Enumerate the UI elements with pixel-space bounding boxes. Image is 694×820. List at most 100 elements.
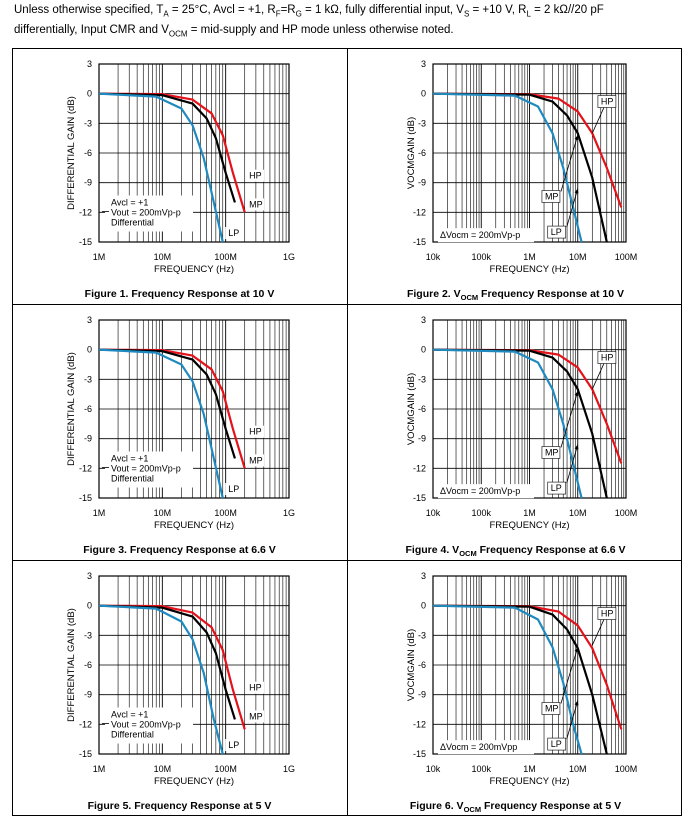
annotation-arrow: [560, 647, 579, 704]
table-divider-row-1: [12, 304, 682, 305]
annotation-bg: [246, 454, 265, 467]
series-line-mp: [98, 604, 236, 720]
annotation-label-mp: MP: [545, 191, 559, 201]
y-tick-label: -3: [418, 118, 426, 128]
legend-box: [105, 195, 193, 232]
series-line-lp: [98, 348, 224, 499]
annotation-bg: [246, 169, 265, 182]
y-axis-label: VOCMGAIN (dB): [406, 373, 417, 445]
y-tick-label: -6: [84, 404, 92, 414]
x-tick-label: 10k: [426, 764, 441, 774]
y-axis-label: VOCMGAIN (dB): [406, 629, 417, 701]
x-tick-label: 10k: [426, 508, 441, 518]
y-tick-label: -9: [418, 434, 426, 444]
y-tick-label: 3: [87, 315, 92, 325]
series-line-lp: [432, 92, 583, 243]
y-tick-label: 3: [87, 59, 92, 69]
annotation-bg: [547, 481, 567, 495]
legend-text: ΔVocm = 200mVpp: [440, 742, 517, 752]
y-tick-label: -9: [418, 178, 426, 188]
series-line-hp: [98, 604, 246, 730]
series-line-lp: [432, 604, 583, 755]
y-tick-label: -3: [84, 118, 92, 128]
legend-box: [438, 740, 534, 755]
y-tick-label: -12: [413, 207, 426, 217]
annotation-label-hp: HP: [249, 427, 262, 437]
x-tick-label: 100k: [471, 252, 491, 262]
y-tick-label: 3: [87, 571, 92, 581]
x-tick-label: 10M: [154, 252, 172, 262]
legend-box: [438, 484, 534, 499]
frequency-response-chart: 10k 100k 1M 10M 100M 3 0 -3 -6 -9 -12 -15 ΔVocm = 20…: [406, 571, 638, 787]
annotation-arrowhead: [574, 135, 579, 141]
x-tick-label: 10M: [154, 764, 172, 774]
plot-frame: [98, 575, 290, 755]
annotation-arrowhead: [574, 647, 579, 653]
y-axis-label: DIFFERENTIAL GAIN (dB): [66, 608, 77, 722]
figure-panel: 1M 10M 100M 1G 3 0 -3 -6 -9 -12 -15 Avcl = +1 Vout =…: [12, 561, 347, 816]
annotation-label-hp: HP: [249, 171, 262, 181]
legend-box: [105, 707, 193, 744]
legend-text: Differential: [111, 730, 154, 740]
annotation-label-hp: HP: [601, 97, 614, 107]
x-tick-label: 10M: [569, 764, 587, 774]
frequency-response-chart: 10k 100k 1M 10M 100M 3 0 -3 -6 -9 -12 -15 ΔVocm = 20…: [406, 315, 637, 531]
annotation-label-lp: LP: [228, 484, 239, 494]
annotation-bg: [541, 446, 561, 459]
annotation-leader: [591, 619, 605, 646]
x-tick-label: 10M: [569, 252, 587, 262]
legend-text: Avcl = +1: [111, 454, 148, 464]
x-tick-label: 10M: [154, 508, 172, 518]
annotation-bg: [225, 739, 244, 752]
x-tick-label: 1G: [283, 508, 295, 518]
x-axis-label: FREQUENCY (Hz): [489, 520, 569, 531]
x-axis-label: FREQUENCY (Hz): [154, 776, 234, 787]
annotation-bg: [541, 702, 561, 715]
y-tick-label: -15: [413, 237, 426, 247]
y-tick-label: -9: [84, 434, 92, 444]
legend-text: Vout = 200mVp-p: [111, 720, 181, 730]
y-tick-label: -6: [84, 660, 92, 670]
annotation-label-mp: MP: [249, 711, 263, 721]
y-tick-label: -12: [79, 207, 92, 217]
x-tick-label: 100M: [615, 252, 638, 262]
x-tick-label: 100M: [615, 764, 638, 774]
annotation-bg: [541, 190, 561, 203]
annotation-label-hp: HP: [601, 353, 614, 363]
y-tick-label: -6: [418, 660, 426, 670]
annotation-label-hp: HP: [601, 609, 614, 619]
legend-text: Avcl = +1: [111, 198, 148, 208]
y-tick-label: -3: [418, 630, 426, 640]
annotation-leader: [591, 107, 605, 134]
y-tick-label: -12: [79, 463, 92, 473]
y-tick-label: -3: [418, 374, 426, 384]
annotation-arrow: [560, 391, 579, 448]
annotation-arrowhead: [574, 444, 579, 450]
annotation-label-mp: MP: [249, 199, 263, 209]
series-line-mp: [98, 348, 236, 459]
annotation-label-hp: HP: [249, 683, 262, 693]
annotation-bg: [246, 425, 265, 438]
x-tick-label: 1M: [523, 252, 536, 262]
y-tick-label: 3: [421, 59, 426, 69]
y-tick-label: -12: [413, 719, 426, 729]
y-tick-label: 3: [421, 315, 426, 325]
annotation-arrow: [566, 444, 579, 484]
y-tick-label: -6: [418, 148, 426, 158]
annotation-bg: [225, 483, 244, 496]
x-tick-label: 100k: [471, 764, 491, 774]
y-tick-label: 0: [87, 601, 92, 611]
annotation-bg: [547, 225, 567, 239]
figure-panel: 1M 10M 100M 1G 3 0 -3 -6 -9 -12 -15 Avcl = +1 Vout =…: [12, 305, 347, 560]
series-line-mp: [432, 92, 608, 243]
y-tick-label: 0: [421, 345, 426, 355]
legend-box: [105, 451, 193, 488]
x-tick-label: 100M: [214, 764, 237, 774]
figure-panel: 10k 100k 1M 10M 100M 3 0 -3 -6 -9 -12 -15 ΔVocm = 20…: [348, 561, 683, 816]
frequency-response-chart: 10k 100k 1M 10M 100M 3 0 -3 -6 -9 -12 -15 ΔVocm = 20…: [406, 59, 638, 275]
annotation-label-lp: LP: [551, 483, 562, 493]
y-tick-label: 0: [421, 89, 426, 99]
legend-text: Differential: [111, 474, 154, 484]
y-tick-label: -3: [84, 374, 92, 384]
y-tick-label: 0: [421, 601, 426, 611]
